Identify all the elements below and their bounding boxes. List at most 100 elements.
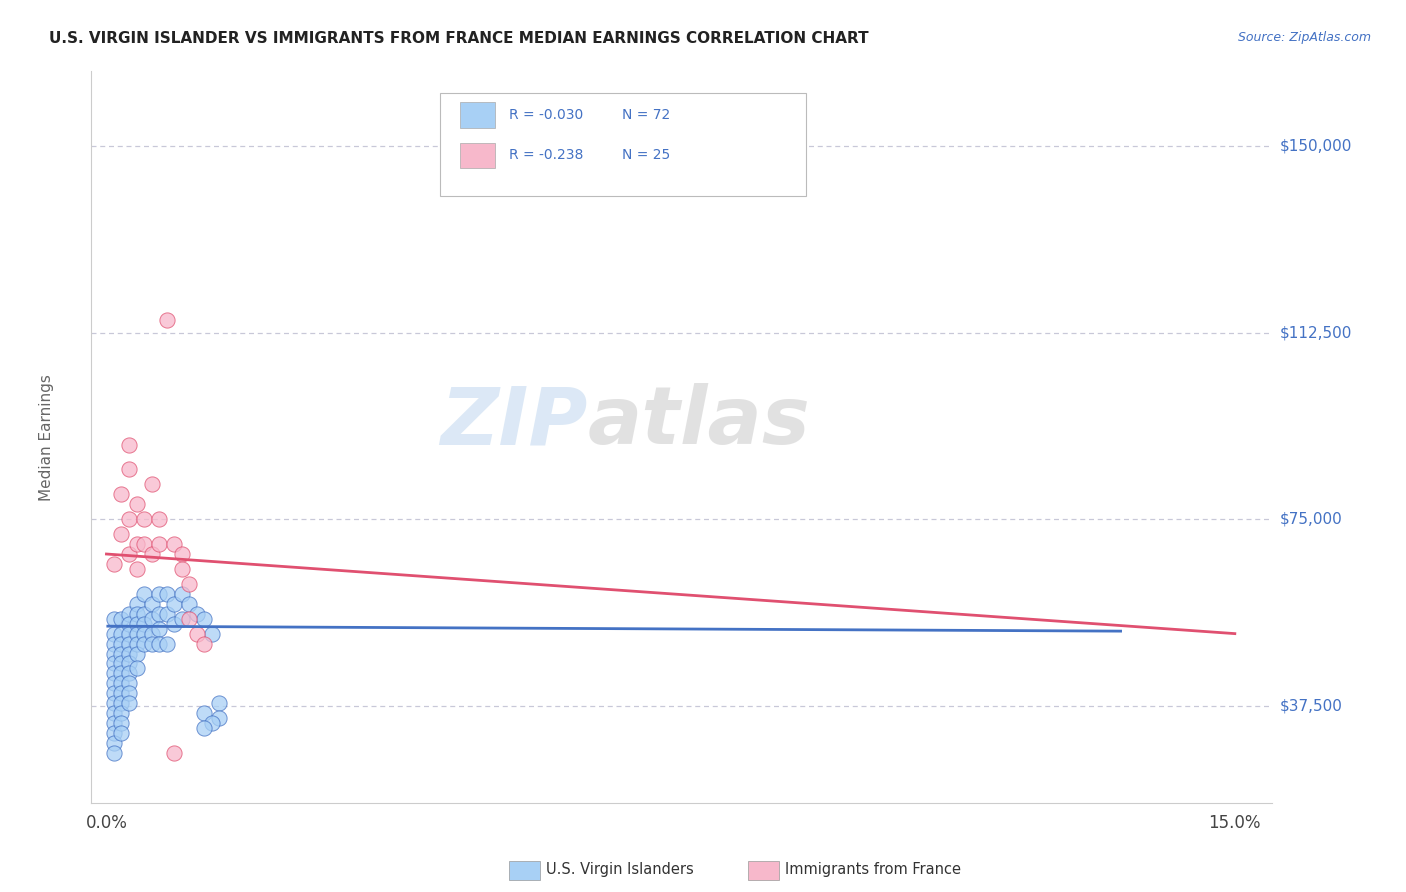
Point [132, 626, 155, 640]
Text: R = -0.238: R = -0.238 [509, 148, 583, 162]
Point [110, 686, 132, 700]
Point [103, 657, 125, 671]
Point [125, 497, 148, 511]
Point [186, 607, 208, 621]
Point [103, 726, 125, 740]
Point [103, 706, 125, 721]
Text: $37,500: $37,500 [1279, 698, 1343, 714]
Point [103, 696, 125, 710]
Point [110, 696, 132, 710]
Point [103, 612, 125, 626]
Point [118, 666, 141, 681]
Point [103, 647, 125, 661]
Point [118, 626, 141, 640]
Text: R = -0.030: R = -0.030 [509, 108, 583, 122]
Point [103, 636, 125, 650]
Text: $75,000: $75,000 [1279, 512, 1343, 526]
Point [132, 616, 155, 631]
Point [170, 562, 193, 576]
Point [193, 612, 215, 626]
Point [163, 537, 186, 551]
Point [118, 512, 141, 526]
Point [110, 706, 132, 721]
Point [125, 537, 148, 551]
Point [170, 547, 193, 561]
Point [110, 657, 132, 671]
Point [141, 626, 163, 640]
Point [118, 696, 141, 710]
Point [208, 711, 231, 725]
Point [118, 676, 141, 690]
Point [132, 607, 155, 621]
Point [141, 636, 163, 650]
Point [103, 676, 125, 690]
Point [132, 636, 155, 650]
Point [132, 537, 155, 551]
Point [141, 477, 163, 491]
Point [103, 626, 125, 640]
Point [110, 666, 132, 681]
Point [118, 462, 141, 476]
Text: $112,500: $112,500 [1279, 325, 1351, 340]
Point [186, 626, 208, 640]
Point [110, 676, 132, 690]
Point [118, 657, 141, 671]
Text: U.S. VIRGIN ISLANDER VS IMMIGRANTS FROM FRANCE MEDIAN EARNINGS CORRELATION CHART: U.S. VIRGIN ISLANDER VS IMMIGRANTS FROM … [49, 31, 869, 46]
Point [125, 616, 148, 631]
Point [141, 612, 163, 626]
Point [110, 647, 132, 661]
Point [110, 612, 132, 626]
Point [110, 726, 132, 740]
Point [193, 706, 215, 721]
Text: N = 25: N = 25 [621, 148, 669, 162]
Point [125, 562, 148, 576]
Point [118, 636, 141, 650]
Point [141, 547, 163, 561]
Point [103, 716, 125, 731]
Point [125, 647, 148, 661]
Text: U.S. Virgin Islanders: U.S. Virgin Islanders [546, 863, 693, 877]
Point [125, 661, 148, 675]
Point [148, 512, 170, 526]
Point [163, 746, 186, 760]
Text: Median Earnings: Median Earnings [39, 374, 53, 500]
Point [170, 612, 193, 626]
Point [208, 696, 231, 710]
Point [110, 636, 132, 650]
FancyBboxPatch shape [460, 103, 495, 128]
Point [156, 607, 179, 621]
Point [110, 487, 132, 501]
FancyBboxPatch shape [440, 94, 806, 195]
Point [132, 512, 155, 526]
Point [118, 616, 141, 631]
Point [148, 537, 170, 551]
Point [156, 587, 179, 601]
Point [103, 557, 125, 571]
Point [118, 647, 141, 661]
Point [179, 597, 201, 611]
Text: ZIP: ZIP [440, 384, 588, 461]
Point [201, 716, 224, 731]
Point [201, 626, 224, 640]
Point [110, 527, 132, 541]
Point [103, 736, 125, 750]
Point [118, 547, 141, 561]
Point [193, 721, 215, 735]
Point [163, 597, 186, 611]
Point [125, 597, 148, 611]
Point [103, 686, 125, 700]
Point [125, 626, 148, 640]
Point [110, 716, 132, 731]
Point [125, 607, 148, 621]
Point [179, 612, 201, 626]
Point [103, 746, 125, 760]
Point [141, 597, 163, 611]
Point [118, 686, 141, 700]
Text: atlas: atlas [588, 384, 810, 461]
Point [110, 626, 132, 640]
Text: Source: ZipAtlas.com: Source: ZipAtlas.com [1237, 31, 1371, 45]
Point [118, 437, 141, 451]
Point [179, 577, 201, 591]
Point [170, 587, 193, 601]
Point [148, 587, 170, 601]
